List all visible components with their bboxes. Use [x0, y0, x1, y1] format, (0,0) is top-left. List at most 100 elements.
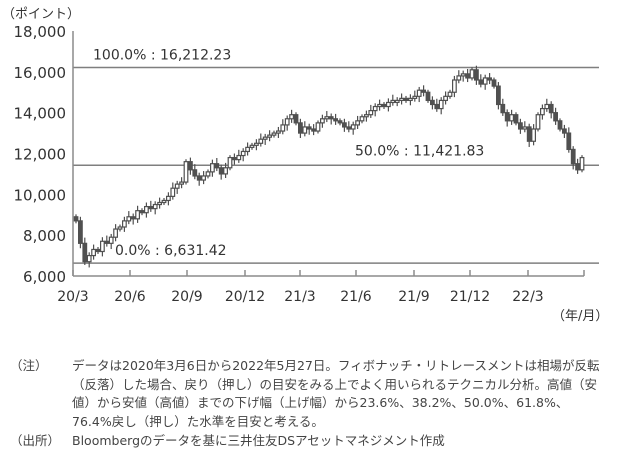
- candle-body: [157, 201, 163, 206]
- candle-body: [421, 89, 426, 93]
- candle-body: [82, 242, 88, 263]
- candle-body: [548, 103, 554, 114]
- candle-body: [232, 156, 237, 161]
- candle-body: [170, 187, 176, 197]
- x-unit-label: （年/月）: [552, 309, 608, 324]
- candle-body: [218, 167, 224, 175]
- source-label: （出所）: [10, 432, 61, 448]
- candle-body: [192, 169, 198, 177]
- fibonacci-chart: （ポイント） （年/月） 6,000 8,000 10,000 12,000 14,00…: [2, 7, 608, 324]
- candle-body: [416, 89, 422, 97]
- candle-body: [522, 126, 528, 130]
- candle-body: [99, 240, 105, 253]
- candle-body: [271, 132, 277, 136]
- candle-body: [320, 118, 325, 124]
- x-tick-label: 21/6: [340, 289, 372, 305]
- candle-body: [430, 99, 435, 106]
- candle-body: [113, 228, 119, 238]
- x-tick-label: 22/3: [512, 289, 543, 305]
- candle-body: [500, 103, 506, 114]
- candle-body: [262, 136, 268, 140]
- candle-body: [227, 156, 233, 169]
- candle-body: [474, 69, 479, 81]
- candle-body: [223, 167, 229, 175]
- note-line-3: 値）から安値（高値）までの下げ幅（上げ幅）から23.6%、38.2%、50.0%…: [72, 395, 569, 411]
- candle-body: [386, 101, 391, 108]
- candle-body: [311, 128, 316, 132]
- candle-body: [557, 120, 563, 130]
- candle-body: [214, 163, 220, 169]
- candle-body: [121, 220, 127, 228]
- y-tick-label: 12,000: [14, 146, 67, 164]
- candle-body: [526, 126, 532, 142]
- candle-body: [333, 118, 338, 122]
- candle-body: [126, 216, 132, 222]
- candle-body: [179, 181, 185, 185]
- candle-body: [249, 144, 255, 148]
- x-tick-label: 20/9: [171, 289, 202, 305]
- candle-body: [390, 99, 396, 104]
- candle-body: [166, 195, 171, 202]
- candle-body: [139, 210, 145, 214]
- y-tick-label: 14,000: [14, 105, 67, 123]
- candle-body: [196, 175, 202, 181]
- candle-body: [465, 73, 470, 79]
- candle-body: [315, 122, 321, 132]
- candle-body: [174, 183, 180, 189]
- candle-body: [104, 240, 110, 244]
- candle-body: [324, 116, 330, 120]
- candle-body: [91, 248, 97, 257]
- candle-body: [161, 199, 167, 204]
- x-tick-label: 21/12: [450, 289, 490, 305]
- candle-body: [403, 97, 409, 102]
- candle-body: [355, 120, 360, 126]
- candle-body: [482, 77, 488, 85]
- fibonacci-level-label: 50.0% : 11,421.83: [355, 143, 484, 159]
- candle-body: [201, 175, 207, 181]
- candle-body: [438, 99, 444, 110]
- candle-body: [372, 105, 378, 112]
- candle-body: [293, 114, 299, 124]
- candle-body: [183, 161, 189, 183]
- candle-body: [284, 118, 290, 126]
- candle-body: [553, 112, 558, 122]
- candle-body: [328, 116, 334, 120]
- candle-body: [148, 205, 154, 210]
- candle-body: [350, 124, 356, 130]
- candle-body: [302, 126, 308, 134]
- candle-body: [478, 79, 484, 85]
- candle-body: [298, 122, 303, 134]
- candle-body: [469, 69, 475, 79]
- candle-body: [276, 130, 281, 134]
- x-tick-label: 21/3: [284, 289, 315, 305]
- candle-body: [579, 156, 585, 171]
- candle-body: [188, 161, 193, 171]
- candle-body: [504, 112, 510, 122]
- candle-body: [434, 103, 440, 110]
- candle-body: [460, 73, 466, 77]
- candle-body: [487, 77, 492, 81]
- candle-body: [95, 248, 101, 253]
- candle-body: [306, 126, 312, 130]
- candle-body: [447, 91, 453, 97]
- candle-body: [570, 148, 576, 165]
- candle-body: [73, 216, 79, 222]
- candle-body: [258, 138, 264, 144]
- candle-body: [86, 254, 92, 263]
- candle-body: [108, 236, 114, 244]
- y-tick-label: 8,000: [23, 227, 66, 245]
- candle-body: [399, 97, 404, 102]
- candle-body: [544, 103, 550, 110]
- candle-body: [368, 110, 374, 116]
- candle-body: [152, 203, 158, 210]
- y-unit-label: （ポイント）: [2, 7, 80, 22]
- candle-body: [77, 220, 83, 244]
- fibonacci-level-label: 0.0% : 6,631.42: [115, 243, 227, 259]
- candle-body: [456, 75, 462, 81]
- candle-body: [346, 126, 352, 130]
- candle-body: [364, 114, 369, 118]
- x-tick-label: 20/3: [57, 289, 88, 305]
- candle-body: [267, 134, 272, 138]
- candle-body: [491, 79, 497, 87]
- candle-body: [236, 154, 242, 161]
